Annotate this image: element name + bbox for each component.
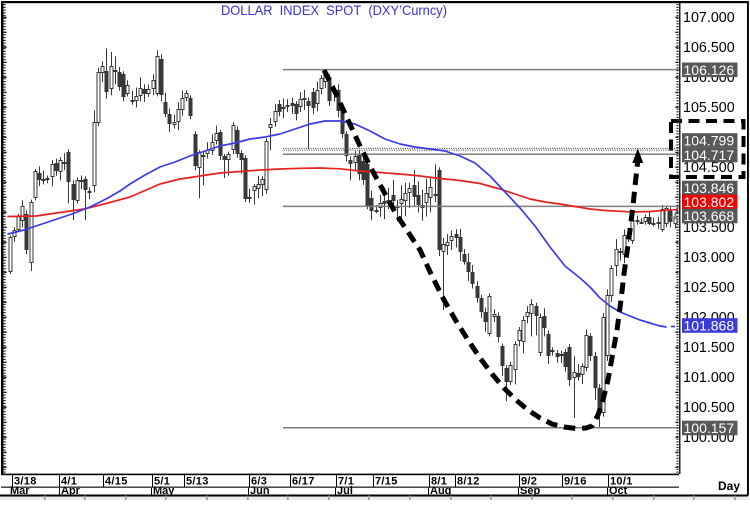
svg-text:DOLLAR INDEX SPOT (DXY’Curn: DOLLAR INDEX SPOT (DXY’Curncy): [221, 3, 447, 18]
svg-text:104.500: 104.500: [683, 160, 735, 176]
svg-text:103.846: 103.846: [684, 180, 735, 196]
svg-text:104.717: 104.717: [684, 147, 735, 163]
svg-text:103.500: 103.500: [683, 220, 735, 236]
svg-text:10/1: 10/1: [610, 475, 633, 487]
svg-text:103.668: 103.668: [684, 208, 735, 224]
svg-text:5/13: 5/13: [186, 475, 209, 487]
svg-text:106.500: 106.500: [683, 40, 735, 56]
svg-text:Day: Day: [718, 479, 740, 493]
svg-text:Oct: Oct: [609, 485, 628, 497]
svg-text:100.157: 100.157: [684, 420, 735, 436]
svg-text:103.000: 103.000: [683, 250, 735, 266]
svg-text:9/2: 9/2: [521, 475, 537, 487]
svg-text:May: May: [153, 485, 175, 497]
svg-text:Jun: Jun: [250, 485, 270, 497]
svg-text:101.868: 101.868: [684, 318, 735, 334]
svg-text:Sep: Sep: [520, 485, 540, 497]
svg-text:Mar: Mar: [10, 485, 30, 497]
svg-text:101.500: 101.500: [683, 340, 735, 356]
svg-text:6/17: 6/17: [292, 475, 315, 487]
svg-text:3/18: 3/18: [14, 475, 37, 487]
svg-text:101.000: 101.000: [683, 370, 735, 386]
svg-text:5/1: 5/1: [154, 475, 170, 487]
svg-text:4/1: 4/1: [61, 475, 77, 487]
svg-text:7/15: 7/15: [375, 475, 398, 487]
svg-text:Aug: Aug: [430, 485, 451, 497]
svg-text:103.802: 103.802: [684, 194, 735, 210]
svg-text:Jul: Jul: [337, 485, 353, 497]
svg-text:8/1: 8/1: [431, 475, 447, 487]
svg-text:7/1: 7/1: [338, 475, 354, 487]
svg-text:105.500: 105.500: [683, 100, 735, 116]
svg-text:Apr: Apr: [61, 485, 81, 497]
svg-text:6/3: 6/3: [251, 475, 267, 487]
svg-text:107.000: 107.000: [683, 10, 735, 26]
svg-text:104.799: 104.799: [684, 133, 735, 149]
svg-text:106.126: 106.126: [684, 62, 735, 78]
svg-text:4/15: 4/15: [105, 475, 128, 487]
svg-text:102.500: 102.500: [683, 280, 735, 296]
svg-text:9/16: 9/16: [564, 475, 587, 487]
svg-text:8/12: 8/12: [457, 475, 480, 487]
svg-text:100.500: 100.500: [683, 400, 735, 416]
